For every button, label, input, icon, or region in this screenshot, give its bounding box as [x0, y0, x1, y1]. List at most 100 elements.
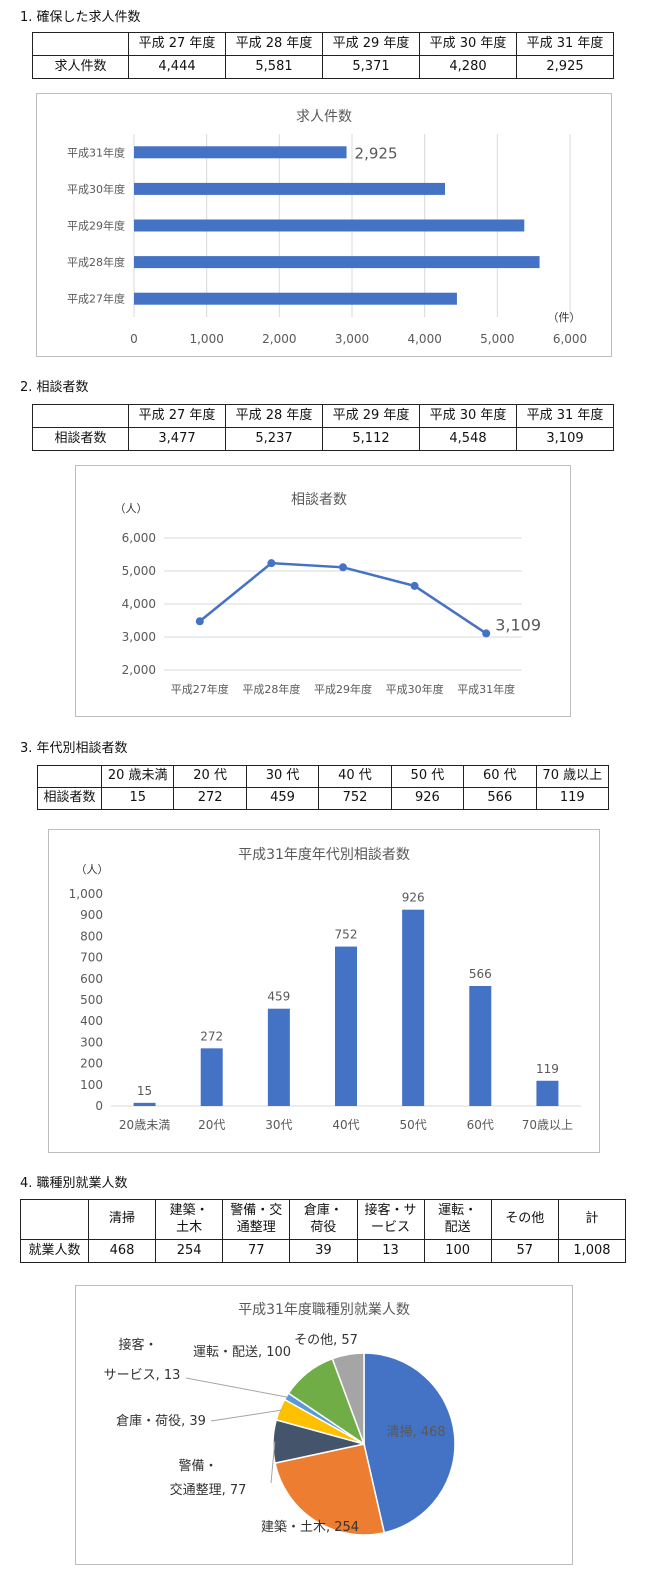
data-label: 566 [469, 967, 492, 981]
chart-title: 相談者数 [291, 492, 347, 508]
pie-slice [363, 1352, 456, 1534]
section3-heading: 3. 年代別相談者数 [20, 741, 128, 756]
data-label: 459 [267, 990, 290, 1004]
table-cell: 459 [245, 787, 320, 810]
bar [402, 909, 425, 1106]
x-tick-label: 1,000 [189, 332, 223, 346]
bar [200, 1048, 223, 1106]
table-cell: 77 [222, 1239, 291, 1263]
age-group-chart: 平成31年度年代別相談者数 （人） 0 100 200 300 400 500 600 700 80… [48, 829, 600, 1153]
row-label: 求人件数 [32, 55, 129, 79]
slice-label: 倉庫・荷役, 39 [116, 1414, 206, 1429]
table-cell: 254 [155, 1239, 224, 1263]
table-header-text: 接客・サービス [364, 1203, 417, 1235]
bar [134, 219, 525, 232]
data-label: 926 [402, 891, 425, 905]
table-header: 平成 29 年度 [322, 404, 420, 428]
consultations-chart: 相談者数 （人） 2,000 3,000 4,000 5,000 6,000 平成27年度 平成… [75, 465, 571, 717]
bar [134, 182, 446, 195]
table-header-text: 建築・土木 [169, 1203, 209, 1235]
table-header: 運転・配送 [423, 1199, 492, 1240]
occupation-table: 清掃 建築・土木 警備・交通整理 倉庫・荷役 接客・サービス 運転・配送 その他… [20, 1199, 627, 1263]
table-corner [32, 404, 129, 428]
y-tick-label: 600 [80, 972, 103, 986]
table-header-row: 平成 27 年度 平成 28 年度 平成 29 年度 平成 30 年度 平成 3… [32, 404, 614, 428]
data-point [267, 559, 276, 568]
table-header: 40 代 [318, 765, 392, 788]
row-label: 相談者数 [37, 787, 102, 810]
data-label: 2,925 [355, 144, 398, 162]
bar [134, 146, 347, 159]
table-cell: 5,237 [225, 427, 323, 451]
x-tick-label: 平成29年度 [314, 682, 372, 696]
slice-label: 交通整理, 77 [170, 1482, 247, 1498]
data-point [195, 617, 204, 626]
age-group-table: 20 歳未満 20 代 30 代 40 代 50 代 60 代 70 歳以上 相… [37, 765, 610, 810]
leader-line [210, 1409, 282, 1422]
table-cell: 100 [423, 1239, 492, 1263]
slice-label: 接客・ [118, 1337, 157, 1353]
data-label: 15 [137, 1084, 152, 1098]
bar [134, 256, 540, 269]
table-header: 接客・サービス [356, 1199, 425, 1240]
table-cell: 5,112 [322, 427, 420, 451]
table-cell: 3,477 [128, 427, 226, 451]
x-tick-label: 20歳未満 [119, 1118, 170, 1132]
axis-unit: （件） [548, 311, 581, 324]
table-header-text: 運転・配送 [438, 1203, 478, 1235]
table-header-row: 清掃 建築・土木 警備・交通整理 倉庫・荷役 接客・サービス 運転・配送 その他… [20, 1199, 627, 1240]
y-tick-label: 700 [80, 951, 103, 965]
table-header: 平成 29 年度 [322, 32, 420, 56]
x-tick-label: 3,000 [335, 332, 369, 346]
chart-title: 平成31年度職種別就業人数 [238, 1302, 410, 1318]
x-tick-label: 50代 [400, 1118, 427, 1132]
section1-heading: 1. 確保した求人件数 [20, 10, 141, 25]
data-point [482, 629, 491, 638]
series-line [199, 561, 487, 635]
consultations-table: 平成 27 年度 平成 28 年度 平成 29 年度 平成 30 年度 平成 3… [32, 404, 614, 451]
data-label: 272 [200, 1029, 223, 1043]
bar [536, 1080, 559, 1106]
slice-label: 建築・土木, 254 [261, 1520, 359, 1535]
slice-label: 運転・配送, 100 [193, 1345, 291, 1360]
x-tick-label: 60代 [467, 1118, 494, 1132]
slice-label: 警備・ [178, 1458, 217, 1474]
y-tick-label: 平成29年度 [67, 219, 125, 233]
table-header: 警備・交通整理 [222, 1199, 291, 1240]
table-corner [20, 1199, 89, 1240]
table-cell: 752 [318, 787, 392, 810]
table-header: 30 代 [245, 765, 320, 788]
data-point [339, 563, 347, 572]
table-header: 平成 27 年度 [128, 404, 226, 428]
y-tick-label: 2,000 [122, 663, 156, 677]
data-label: 3,109 [495, 615, 541, 634]
table-cell: 566 [463, 787, 537, 810]
table-cell: 926 [390, 787, 465, 810]
table-header: 平成 30 年度 [419, 32, 517, 56]
table-header: 平成 31 年度 [516, 404, 614, 428]
x-tick-label: 70歳以上 [522, 1118, 573, 1132]
table-cell: 272 [173, 787, 247, 810]
chart-title: 求人件数 [296, 109, 352, 125]
y-tick-label: 平成27年度 [67, 292, 125, 306]
y-tick-label: 平成31年度 [67, 145, 125, 159]
bar [469, 986, 492, 1106]
y-tick-label: 4,000 [122, 597, 156, 611]
data-label: 119 [536, 1062, 559, 1076]
table-cell: 1,008 [557, 1239, 627, 1263]
y-tick-label: 平成28年度 [67, 255, 125, 269]
table-row: 相談者数 15 272 459 752 926 566 119 [37, 787, 610, 810]
y-tick-label: 3,000 [122, 630, 156, 644]
y-tick-label: 500 [80, 993, 103, 1007]
x-tick-label: 40代 [332, 1118, 359, 1132]
x-tick-label: 平成27年度 [171, 682, 229, 696]
table-row: 就業人数 468 254 77 39 13 100 57 1,008 [20, 1239, 627, 1263]
y-tick-label: 0 [95, 1099, 103, 1113]
bar [335, 946, 357, 1106]
x-tick-label: 平成30年度 [386, 682, 444, 696]
table-cell: 3,109 [516, 427, 614, 451]
x-tick-label: 0 [130, 332, 138, 346]
bar [134, 292, 457, 305]
table-cell: 4,280 [419, 55, 517, 79]
